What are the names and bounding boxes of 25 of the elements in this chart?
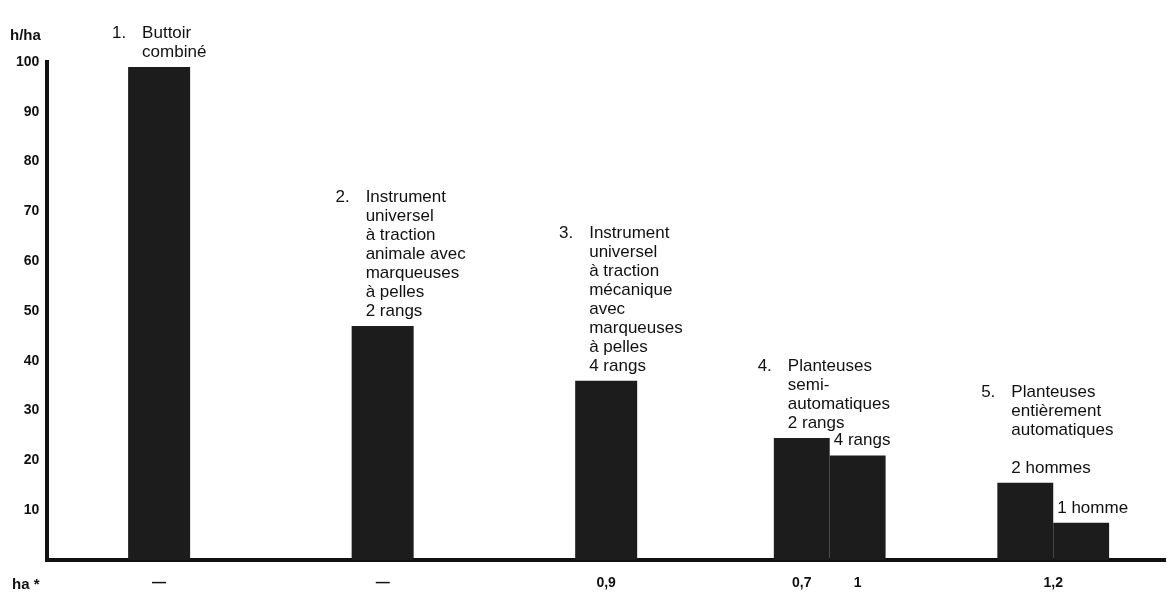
y-tick-label: 10 — [23, 501, 40, 518]
y-tick-label: 70 — [23, 202, 40, 219]
x-tick-label: 4. Planteuses semi- automatiques 2 rangs — [757, 355, 890, 432]
text: 1 — [853, 574, 862, 590]
y-tick-label: 40 — [23, 351, 40, 368]
text: 0,7 — [792, 574, 812, 590]
text: 1,2 — [1043, 574, 1064, 590]
text: — — [152, 574, 167, 590]
text: 0,9 — [596, 574, 617, 590]
y-tick-label: 30 — [23, 401, 40, 418]
x-tick-label: 1. Buttoir combiné — [111, 22, 207, 61]
y-axis-title: h/ha — [10, 26, 42, 43]
x-axis-title: ha * — [12, 575, 40, 592]
annotation: 1 homme — [1057, 497, 1129, 517]
x-tick-label: 5. Planteuses entièrement automatiques 2 hommes — [981, 381, 1114, 477]
y-tick-label: 90 — [23, 102, 40, 119]
x-tick-label: 2. Instrument universel à traction animale avec marqueuses à pelles 2 rangs — [335, 186, 467, 320]
text: — — [375, 574, 390, 590]
y-tick-label: 50 — [23, 301, 40, 318]
annotation: 4 rangs — [833, 430, 891, 450]
category-label: 3. Instrument universel à traction mécanique avec marqueuses à pelles 4 rangs — [558, 222, 683, 375]
y-tick-label: 80 — [23, 152, 40, 169]
y-tick-label: 20 — [23, 451, 40, 468]
y-tick-label: 60 — [23, 252, 40, 269]
y-tick-label: 100 — [16, 52, 40, 69]
